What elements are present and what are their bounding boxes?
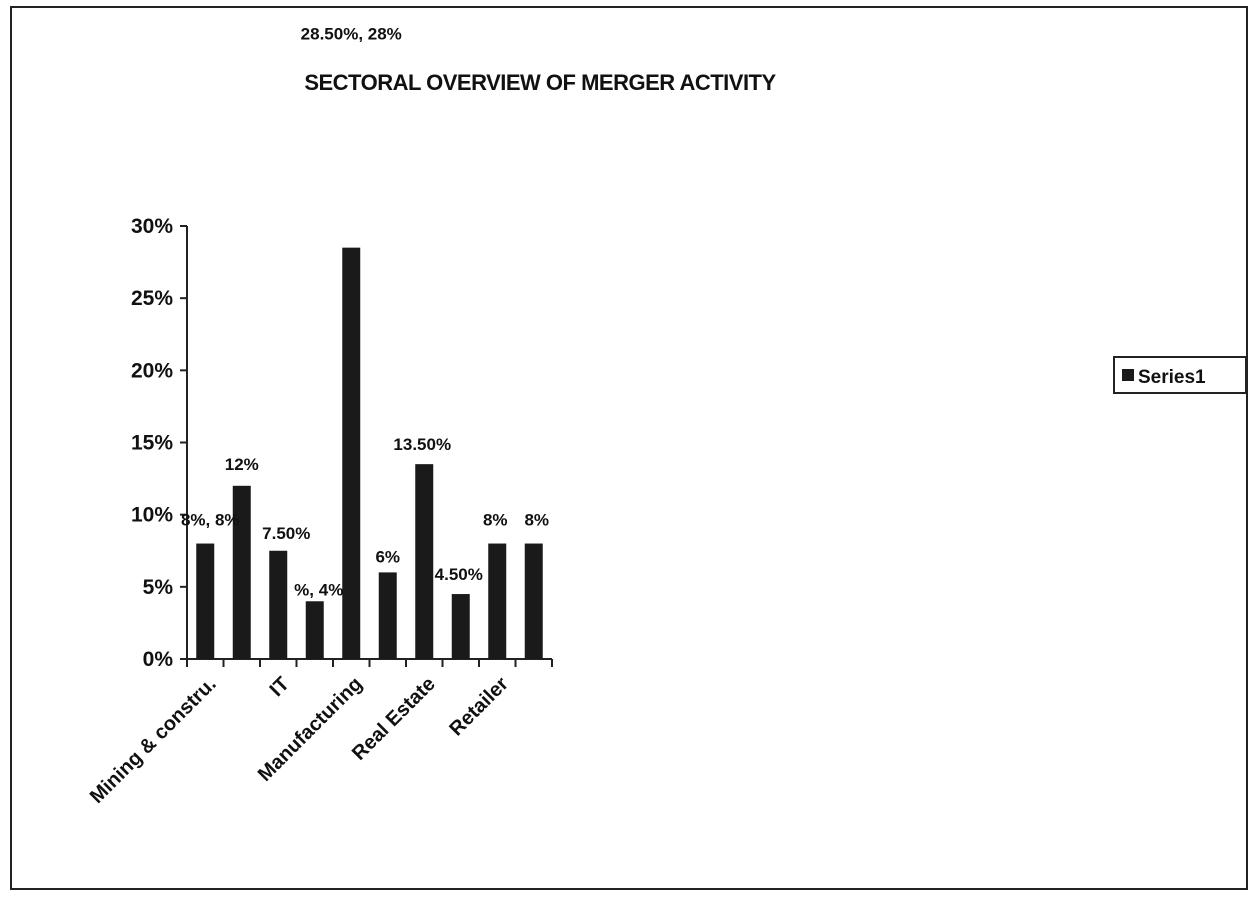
data-label: 8%, 8%: [181, 511, 240, 530]
data-label: 28.50%, 28%: [301, 25, 402, 44]
y-tick-label: 20%: [131, 359, 173, 382]
x-category-label: IT: [266, 673, 294, 701]
bar: [196, 543, 215, 659]
bar: [451, 594, 470, 659]
y-tick-label: 15%: [131, 432, 173, 455]
data-labels: 8%, 8% 12% 7.50% %, 4% 28.50%, 28% 6% 13.50% 4.…: [181, 25, 549, 600]
y-tick-label: 10%: [131, 504, 173, 527]
bar: [415, 464, 434, 659]
data-label: 6%: [375, 547, 400, 566]
y-axis: 0% 5% 10% 15% 20% 25% 30%: [131, 215, 188, 671]
y-tick-label: 5%: [143, 576, 174, 599]
legend-label: Series1: [1138, 367, 1206, 388]
x-category-label: Mining & constru.: [86, 673, 221, 808]
bar: [269, 550, 288, 659]
x-axis: [186, 658, 553, 667]
data-label: 12%: [225, 455, 259, 474]
data-label: 4.50%: [435, 565, 483, 584]
data-label: 8%: [524, 511, 549, 530]
bar: [342, 247, 361, 659]
chart-title: SECTORAL OVERVIEW OF MERGER ACTIVITY: [304, 70, 776, 95]
x-category-label: Retailer: [445, 673, 513, 741]
bar: [524, 543, 543, 659]
bar: [232, 485, 251, 659]
data-label: 8%: [483, 511, 508, 530]
bar: [305, 601, 324, 659]
legend-box: [1113, 356, 1247, 394]
data-label: %, 4%: [294, 580, 343, 599]
bar-series: [196, 247, 543, 659]
legend: Series1: [1113, 356, 1247, 394]
data-label: 13.50%: [393, 435, 451, 454]
chart-frame: [10, 6, 1248, 890]
y-tick-label: 30%: [131, 215, 173, 238]
data-label: 7.50%: [262, 524, 310, 543]
bar: [378, 572, 397, 659]
y-tick-label: 25%: [131, 287, 173, 310]
bar: [488, 543, 507, 659]
legend-swatch: [1122, 369, 1134, 381]
y-tick-label: 0%: [143, 648, 174, 671]
